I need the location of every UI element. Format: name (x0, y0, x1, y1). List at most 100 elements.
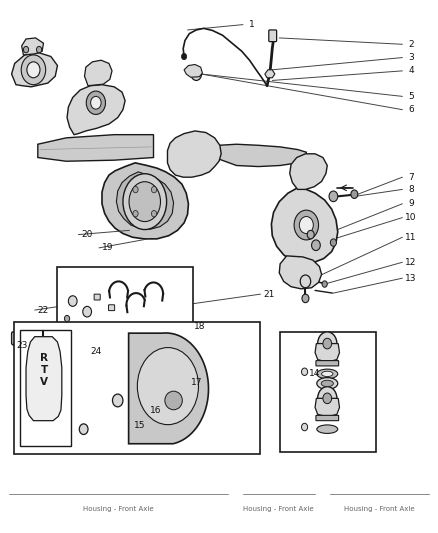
Text: 3: 3 (408, 53, 414, 62)
Text: 22: 22 (38, 305, 49, 314)
Text: 21: 21 (264, 289, 275, 298)
Circle shape (318, 332, 337, 356)
Circle shape (299, 216, 313, 233)
Text: 1: 1 (249, 20, 254, 29)
Circle shape (152, 187, 157, 193)
FancyBboxPatch shape (316, 415, 339, 421)
Polygon shape (167, 131, 221, 177)
Text: 13: 13 (405, 273, 417, 282)
Circle shape (68, 296, 77, 306)
Polygon shape (102, 163, 188, 239)
Text: 15: 15 (134, 422, 145, 431)
Circle shape (294, 210, 318, 240)
Text: 8: 8 (408, 185, 414, 194)
Circle shape (23, 46, 28, 53)
Circle shape (36, 46, 42, 53)
Circle shape (27, 62, 40, 78)
Circle shape (152, 211, 157, 217)
Polygon shape (85, 60, 112, 86)
Circle shape (329, 191, 338, 201)
Polygon shape (265, 70, 275, 78)
Bar (20, 330, 71, 446)
Circle shape (86, 91, 106, 115)
Circle shape (181, 53, 187, 60)
Text: Housing - Front Axle: Housing - Front Axle (243, 506, 314, 512)
Text: 4: 4 (408, 67, 414, 75)
Circle shape (191, 68, 201, 80)
Circle shape (300, 275, 311, 288)
Circle shape (106, 332, 112, 340)
Polygon shape (279, 256, 321, 289)
Polygon shape (129, 333, 208, 444)
Circle shape (64, 316, 70, 322)
Text: 9: 9 (408, 199, 414, 208)
Polygon shape (184, 64, 202, 77)
FancyBboxPatch shape (109, 305, 115, 311)
Text: 23: 23 (16, 341, 27, 350)
Bar (57, 266, 193, 325)
Circle shape (323, 338, 332, 349)
Ellipse shape (123, 174, 166, 230)
Text: R: R (40, 353, 48, 363)
Circle shape (311, 240, 320, 251)
Text: 12: 12 (406, 258, 417, 266)
FancyBboxPatch shape (316, 361, 339, 366)
Polygon shape (315, 344, 339, 362)
Text: 18: 18 (194, 321, 205, 330)
Polygon shape (38, 135, 153, 161)
Ellipse shape (321, 380, 333, 386)
Text: 24: 24 (90, 347, 102, 356)
Polygon shape (290, 154, 327, 189)
Bar (14, 322, 261, 454)
Circle shape (113, 394, 123, 407)
Circle shape (318, 386, 337, 410)
Text: 19: 19 (102, 244, 113, 253)
Circle shape (351, 190, 358, 198)
Text: T: T (41, 365, 48, 375)
Text: Housing - Front Axle: Housing - Front Axle (344, 506, 415, 512)
Bar (280, 332, 376, 451)
Text: Housing - Front Axle: Housing - Front Axle (83, 506, 154, 512)
Polygon shape (67, 85, 125, 135)
Polygon shape (219, 144, 306, 166)
Text: V: V (40, 377, 48, 387)
Circle shape (88, 332, 97, 342)
FancyBboxPatch shape (269, 30, 277, 42)
Circle shape (301, 368, 307, 375)
Circle shape (307, 230, 314, 239)
Circle shape (83, 306, 92, 317)
Circle shape (79, 424, 88, 434)
Circle shape (133, 187, 138, 193)
Text: 5: 5 (408, 92, 414, 101)
Ellipse shape (317, 377, 338, 389)
Circle shape (301, 423, 307, 431)
FancyBboxPatch shape (12, 332, 32, 345)
Text: 11: 11 (405, 233, 417, 242)
Text: 6: 6 (408, 105, 414, 114)
Text: 10: 10 (405, 213, 417, 222)
Circle shape (323, 393, 332, 403)
Polygon shape (21, 38, 43, 55)
Text: 20: 20 (81, 230, 93, 239)
Polygon shape (12, 53, 57, 87)
Polygon shape (117, 172, 173, 229)
Text: 2: 2 (408, 40, 414, 49)
Ellipse shape (317, 425, 338, 433)
Text: 7: 7 (408, 173, 414, 182)
Polygon shape (26, 337, 62, 421)
Ellipse shape (317, 369, 338, 378)
Circle shape (302, 294, 309, 303)
Ellipse shape (321, 371, 333, 376)
Circle shape (322, 281, 327, 287)
FancyBboxPatch shape (94, 294, 100, 300)
Circle shape (91, 96, 101, 109)
Circle shape (330, 239, 336, 246)
Circle shape (21, 55, 46, 85)
Text: 14: 14 (308, 369, 320, 378)
Ellipse shape (165, 391, 182, 410)
Ellipse shape (138, 348, 198, 425)
Ellipse shape (129, 182, 160, 222)
Text: 16: 16 (150, 406, 162, 415)
Circle shape (133, 211, 138, 217)
Text: 17: 17 (191, 378, 202, 387)
